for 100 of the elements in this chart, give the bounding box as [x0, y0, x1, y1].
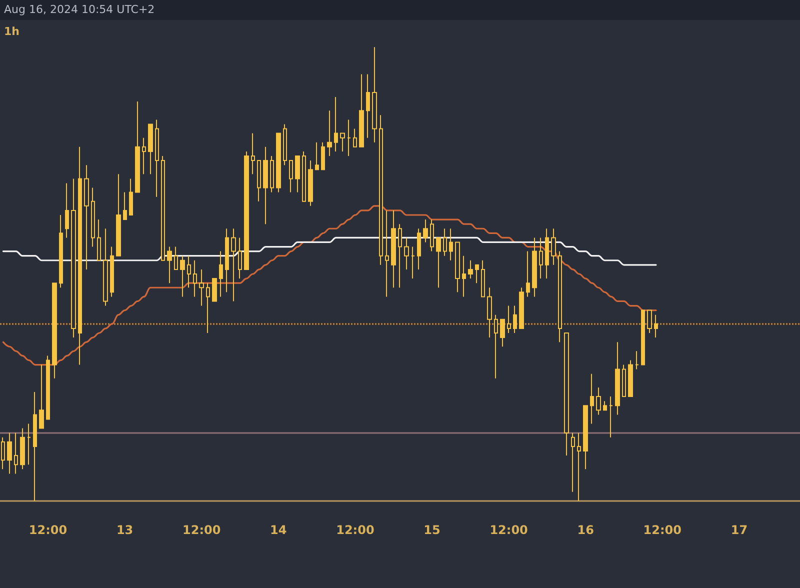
candlestick	[212, 278, 217, 302]
candlestick	[539, 237, 543, 280]
candlestick	[455, 242, 460, 293]
candlestick	[180, 255, 185, 298]
candlestick	[321, 142, 325, 170]
candlestick	[52, 282, 57, 379]
candlestick	[519, 287, 524, 329]
x-tick-label: 16	[577, 523, 594, 537]
candlestick	[449, 228, 453, 261]
candlestick	[353, 128, 357, 148]
candlestick	[577, 432, 581, 502]
candlestick	[635, 350, 639, 370]
candlestick	[359, 74, 364, 148]
candlestick	[302, 150, 306, 202]
candlestick	[526, 250, 530, 298]
candlestick	[20, 428, 25, 470]
candlestick	[315, 142, 319, 170]
candlestick	[289, 160, 293, 193]
candlestick	[494, 314, 498, 379]
candlestick	[33, 392, 37, 502]
x-tick-label: 13	[116, 523, 134, 537]
candlestick	[199, 268, 204, 306]
candlestick	[468, 260, 473, 280]
candlestick	[443, 228, 447, 256]
candlestick	[436, 237, 441, 288]
candlestick	[385, 210, 389, 298]
x-tick-label: 12:00	[490, 523, 528, 537]
candlestick	[123, 192, 127, 220]
candlestick	[276, 132, 281, 193]
candlestick	[174, 246, 178, 270]
x-tick-label: 14	[270, 523, 287, 537]
x-tick-label: 12:00	[182, 523, 221, 537]
candlestick	[295, 156, 300, 193]
candlestick	[334, 96, 338, 152]
candlestick	[628, 360, 633, 398]
text: 1h	[4, 25, 20, 38]
candlestick	[238, 237, 242, 280]
candlestick	[308, 160, 313, 206]
candlestick	[622, 364, 626, 398]
candlestick	[500, 318, 505, 348]
candlestick	[545, 228, 549, 280]
candlestick	[475, 264, 479, 284]
candlestick	[206, 282, 210, 334]
candlestick	[615, 342, 620, 416]
candlestick	[14, 432, 18, 474]
candlestick	[590, 373, 594, 424]
candlestick	[507, 305, 511, 334]
candlestick	[347, 119, 351, 156]
candlestick	[39, 364, 44, 429]
x-tick-label: 15	[424, 523, 440, 537]
candlestick	[78, 146, 82, 366]
candlestick	[513, 305, 517, 334]
candlestick	[263, 146, 268, 225]
candlestick	[430, 219, 434, 252]
candlestick	[558, 250, 562, 343]
candlestick	[417, 228, 421, 270]
candlestick	[7, 432, 12, 474]
candlestick	[641, 310, 645, 366]
candlestick	[116, 174, 121, 256]
candlestick	[340, 132, 345, 152]
candlestick	[423, 219, 428, 243]
candlestick	[609, 396, 613, 438]
candlestick	[167, 246, 172, 284]
candlestick	[142, 137, 146, 175]
candlestick	[27, 423, 31, 466]
candlestick	[1, 436, 5, 470]
candlestick	[283, 124, 287, 166]
candlestick	[225, 228, 229, 293]
candlestick	[654, 314, 658, 338]
candlestick	[391, 210, 396, 288]
candlestick	[135, 101, 140, 193]
x-tick-label: 12:00	[28, 523, 68, 537]
candlestick	[148, 124, 153, 175]
candlestick	[97, 219, 101, 261]
candlestick	[110, 246, 114, 298]
candlestick	[244, 150, 249, 270]
candlestick	[270, 156, 274, 193]
x-tick-label: 12:00	[336, 523, 374, 537]
candlestick	[366, 74, 370, 138]
candlestick	[571, 432, 575, 492]
candlestick	[398, 224, 402, 288]
candlestick	[59, 214, 63, 288]
candlestick	[603, 400, 607, 411]
candlestick	[257, 160, 261, 202]
candlestick	[583, 405, 588, 470]
candlestick	[327, 110, 332, 156]
candlestick	[481, 260, 485, 298]
candlestick	[404, 237, 409, 270]
candlestick	[129, 178, 133, 216]
candlestick	[91, 187, 95, 248]
candlestick	[462, 255, 466, 298]
x-tick-label: 17	[730, 523, 748, 537]
candlestick	[193, 260, 197, 298]
candlestick	[647, 310, 652, 334]
candlestick	[487, 287, 492, 338]
candlestick	[187, 255, 191, 288]
candlestick	[46, 355, 50, 420]
candlestick	[251, 132, 255, 175]
candlestick	[219, 250, 223, 298]
candlestick	[103, 228, 108, 306]
